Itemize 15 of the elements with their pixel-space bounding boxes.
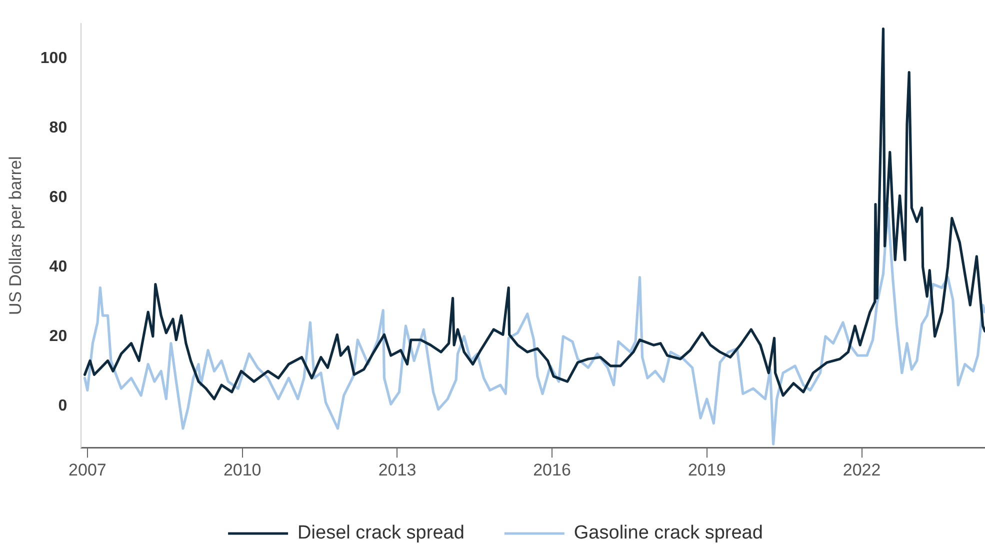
x-tick-label: 2013 (378, 460, 416, 480)
x-tick-label: 2010 (223, 460, 262, 480)
y-tick-label: 20 (49, 328, 68, 345)
y-tick-label: 100 (40, 50, 68, 67)
y-axis-title: US Dollars per barrel (6, 156, 25, 315)
legend-label: Gasoline crack spread (574, 522, 763, 544)
x-tick-label: 2022 (842, 460, 881, 480)
y-tick-label: 0 (58, 397, 68, 414)
y-tick-label: 80 (49, 119, 68, 136)
y-tick-label: 60 (49, 188, 68, 206)
y-tick-label: 40 (49, 258, 68, 276)
x-tick-label: 2007 (68, 460, 106, 480)
x-tick-label: 2016 (533, 460, 571, 480)
legend-label: Diesel crack spread (298, 522, 464, 544)
x-tick-label: 2019 (688, 460, 726, 480)
